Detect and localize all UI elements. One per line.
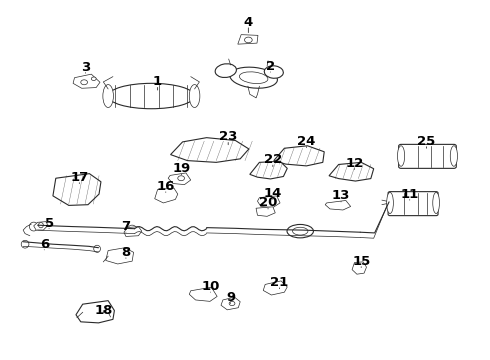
Polygon shape [257, 196, 280, 207]
Text: 4: 4 [244, 16, 253, 29]
Text: 20: 20 [259, 197, 277, 210]
Polygon shape [171, 138, 249, 162]
Polygon shape [168, 173, 191, 185]
Text: 25: 25 [417, 135, 436, 148]
Ellipse shape [215, 64, 236, 77]
Text: 16: 16 [157, 180, 175, 193]
Text: 7: 7 [122, 220, 130, 233]
Text: 6: 6 [40, 238, 49, 251]
Ellipse shape [127, 225, 137, 235]
Text: 1: 1 [153, 76, 162, 89]
Polygon shape [238, 35, 258, 44]
Polygon shape [124, 226, 142, 237]
Text: 22: 22 [264, 153, 282, 166]
Polygon shape [106, 248, 134, 264]
Ellipse shape [293, 227, 308, 235]
Ellipse shape [230, 67, 277, 88]
Polygon shape [53, 174, 101, 206]
Ellipse shape [94, 245, 100, 252]
Text: 24: 24 [297, 135, 316, 148]
Polygon shape [352, 262, 367, 274]
FancyBboxPatch shape [399, 144, 456, 168]
Circle shape [91, 77, 96, 81]
Polygon shape [329, 162, 374, 181]
Polygon shape [221, 297, 240, 310]
Text: 12: 12 [345, 157, 364, 170]
Circle shape [178, 176, 185, 181]
Text: 18: 18 [94, 304, 113, 317]
Ellipse shape [103, 85, 113, 108]
Polygon shape [256, 207, 275, 216]
Text: 15: 15 [352, 255, 370, 267]
Polygon shape [274, 146, 324, 166]
Ellipse shape [108, 83, 195, 109]
Ellipse shape [189, 85, 200, 108]
Polygon shape [189, 287, 217, 301]
Circle shape [229, 301, 235, 306]
Ellipse shape [264, 66, 283, 78]
Text: 2: 2 [266, 60, 275, 73]
Text: 10: 10 [201, 280, 220, 293]
Ellipse shape [287, 224, 314, 238]
Ellipse shape [397, 146, 405, 166]
Text: 8: 8 [122, 246, 130, 259]
Circle shape [81, 80, 88, 85]
Text: 14: 14 [264, 187, 282, 200]
Text: 21: 21 [270, 276, 289, 289]
Ellipse shape [29, 222, 38, 231]
Polygon shape [325, 201, 351, 210]
Text: 13: 13 [332, 189, 350, 202]
Polygon shape [34, 222, 48, 230]
Text: 9: 9 [226, 291, 235, 303]
Text: 11: 11 [401, 188, 419, 201]
Ellipse shape [450, 146, 458, 166]
Text: 23: 23 [219, 130, 237, 143]
Ellipse shape [39, 222, 43, 228]
Ellipse shape [240, 72, 268, 84]
Circle shape [245, 37, 252, 43]
Ellipse shape [433, 192, 440, 213]
Polygon shape [76, 301, 114, 323]
Text: 3: 3 [81, 60, 90, 73]
Text: 17: 17 [70, 171, 89, 184]
Ellipse shape [387, 192, 393, 213]
Text: 19: 19 [172, 162, 191, 175]
Ellipse shape [21, 240, 29, 248]
Polygon shape [155, 188, 178, 203]
Polygon shape [250, 161, 287, 179]
Polygon shape [73, 74, 100, 88]
Text: 5: 5 [45, 217, 53, 230]
FancyBboxPatch shape [388, 192, 438, 216]
Polygon shape [263, 281, 287, 295]
